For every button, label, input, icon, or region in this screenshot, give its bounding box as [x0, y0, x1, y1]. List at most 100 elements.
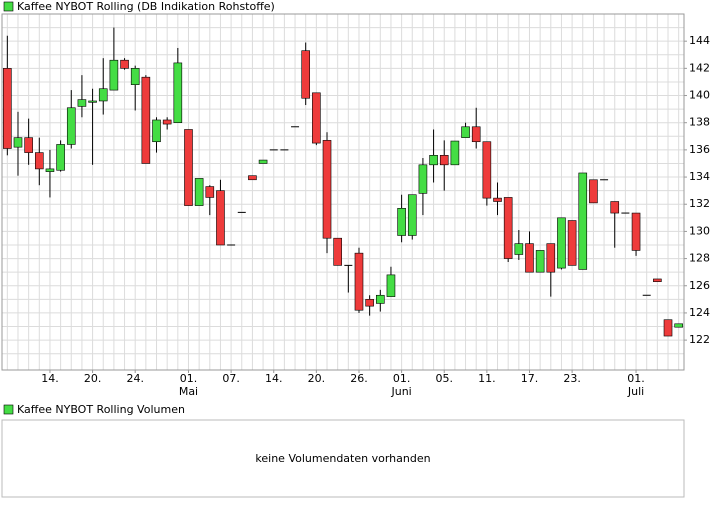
candle-body: [333, 237, 342, 266]
candle-body: [567, 220, 577, 266]
candle-body: [205, 186, 215, 198]
candle-body: [525, 243, 534, 273]
candle-body: [503, 197, 513, 259]
candle-body: [141, 76, 151, 164]
x-tick-label: 01.: [180, 372, 198, 385]
candle-body: [578, 172, 588, 270]
candle-body: [407, 194, 417, 236]
candle-body: [237, 211, 246, 213]
candle-body: [375, 294, 385, 304]
candle-body: [610, 201, 620, 214]
y-tick-label: 126: [689, 279, 710, 292]
candle-body: [354, 252, 364, 311]
y-tick-label: 140: [689, 89, 710, 102]
y-tick-label: 130: [689, 224, 710, 237]
candle-body: [621, 212, 630, 214]
x-tick-label: 20.: [84, 372, 102, 385]
candle-body: [280, 149, 289, 151]
candle-body: [557, 217, 566, 269]
candle-body: [3, 68, 12, 149]
y-tick-label: 132: [689, 197, 710, 210]
candle-body: [535, 250, 545, 273]
chart-title: Kaffee NYBOT Rolling (DB Indikation Rohs…: [17, 0, 275, 13]
plot-frame: [1, 13, 685, 371]
candle-body: [45, 168, 55, 172]
x-tick-label: 14.: [41, 372, 59, 385]
volume-frame: [1, 419, 685, 498]
candle-body: [482, 141, 492, 199]
candle-body: [461, 126, 470, 138]
candle-body: [344, 264, 353, 266]
volume-message: keine Volumendaten vorhanden: [255, 452, 430, 465]
candle-body: [227, 244, 236, 246]
y-tick-label: 142: [689, 61, 710, 74]
candle-body: [269, 149, 278, 151]
x-month-label: Mai: [179, 385, 198, 398]
candle-body: [439, 155, 449, 166]
y-tick-label: 124: [689, 306, 710, 319]
candle-body: [162, 119, 172, 125]
x-month-label: Juni: [390, 385, 411, 398]
y-tick-label: 122: [689, 333, 710, 346]
candle-body: [663, 319, 673, 337]
x-tick-label: 07.: [222, 372, 240, 385]
y-tick-label: 136: [689, 143, 710, 156]
x-tick-label: 26.: [350, 372, 368, 385]
x-tick-label: 20.: [308, 372, 326, 385]
candle-body: [77, 99, 87, 107]
candle-body: [514, 243, 524, 255]
volume-title: Kaffee NYBOT Rolling Volumen: [17, 403, 185, 416]
candle-body: [13, 137, 23, 148]
candle-body: [216, 190, 225, 246]
x-tick-label: 05.: [435, 372, 453, 385]
candle-body: [258, 159, 268, 164]
candle-body: [120, 59, 129, 69]
candle-body: [429, 155, 438, 166]
candle-body: [471, 126, 481, 143]
candle-body: [130, 68, 140, 85]
grid: [2, 14, 684, 370]
candle-body: [109, 59, 119, 91]
candle-body: [34, 152, 44, 170]
candle-body: [66, 107, 76, 145]
candle-body: [600, 179, 609, 181]
y-tick-label: 134: [689, 170, 710, 183]
candle-body: [248, 175, 257, 181]
candle-body: [546, 243, 556, 273]
candle-body: [493, 197, 502, 202]
y-tick-label: 138: [689, 116, 710, 129]
x-tick-label: 23.: [563, 372, 581, 385]
y-tick-label: 128: [689, 252, 710, 265]
x-tick-label: 17.: [521, 372, 539, 385]
x-tick-label: 11.: [478, 372, 496, 385]
candle-body: [450, 140, 460, 166]
candle-body: [386, 274, 396, 297]
candle-body: [365, 299, 374, 307]
x-tick-label: 01.: [393, 372, 411, 385]
legend-swatch: [3, 1, 14, 12]
candle-body: [98, 88, 108, 102]
candle-body: [88, 100, 97, 103]
candle-body: [184, 129, 193, 206]
candle-body: [418, 164, 428, 194]
candle-body: [194, 178, 204, 206]
candle-body: [631, 212, 641, 251]
candle-body: [397, 208, 406, 236]
x-tick-label: 01.: [627, 372, 645, 385]
candle-body: [291, 126, 300, 128]
candle-body: [24, 137, 33, 153]
candle-body: [312, 92, 321, 144]
candle-body: [653, 278, 662, 282]
candle-body: [322, 140, 332, 239]
candle-body: [56, 144, 65, 171]
candle-body: [152, 119, 161, 143]
candle-body: [642, 294, 651, 296]
x-tick-label: 24.: [126, 372, 144, 385]
candle-body: [173, 62, 183, 124]
legend-swatch: [3, 404, 14, 415]
y-tick-label: 144: [689, 34, 710, 47]
candle-body: [589, 179, 598, 204]
candle-body: [674, 323, 683, 328]
candle-body: [301, 50, 311, 99]
